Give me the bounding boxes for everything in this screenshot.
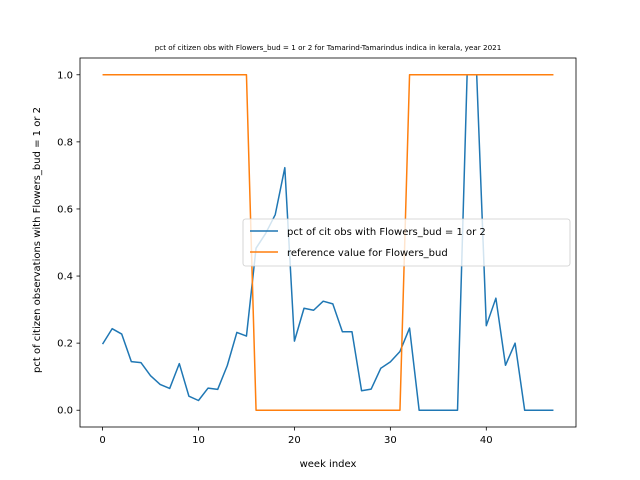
plot-frame <box>79 57 577 428</box>
y-tick-label: 0.4 <box>57 272 73 283</box>
y-tick-label: 0.6 <box>57 204 73 215</box>
y-tick-label: 1.0 <box>57 70 73 81</box>
plot-area <box>79 57 577 428</box>
chart-title: pct of citizen obs with Flowers_bud = 1 … <box>155 43 502 52</box>
y-axis: 0.0 0.2 0.4 0.6 0.8 1.0 <box>57 70 80 417</box>
x-tick-label: 10 <box>192 435 205 446</box>
series-line-1 <box>101 74 554 411</box>
x-tick-label: 20 <box>288 435 301 446</box>
legend: pct of cit obs with Flowers_bud = 1 or 2… <box>242 218 571 267</box>
y-axis-label: pct of citizen observations with Flowers… <box>32 107 43 373</box>
x-axis-label: week index <box>300 459 357 470</box>
x-axis: 0 10 20 30 40 <box>99 427 493 446</box>
legend-box <box>242 218 571 267</box>
series-line-2 <box>102 74 554 411</box>
x-tick-label: 0 <box>99 435 105 446</box>
y-tick-label: 0.0 <box>57 406 73 417</box>
legend-label-1: pct of cit obs with Flowers_bud = 1 or 2 <box>287 227 486 238</box>
x-tick-label: 30 <box>384 435 397 446</box>
legend-label-2: reference value for Flowers_bud <box>287 248 448 259</box>
y-tick-label: 0.8 <box>57 137 73 148</box>
x-tick-label: 40 <box>480 435 493 446</box>
y-tick-label: 0.2 <box>57 339 73 350</box>
